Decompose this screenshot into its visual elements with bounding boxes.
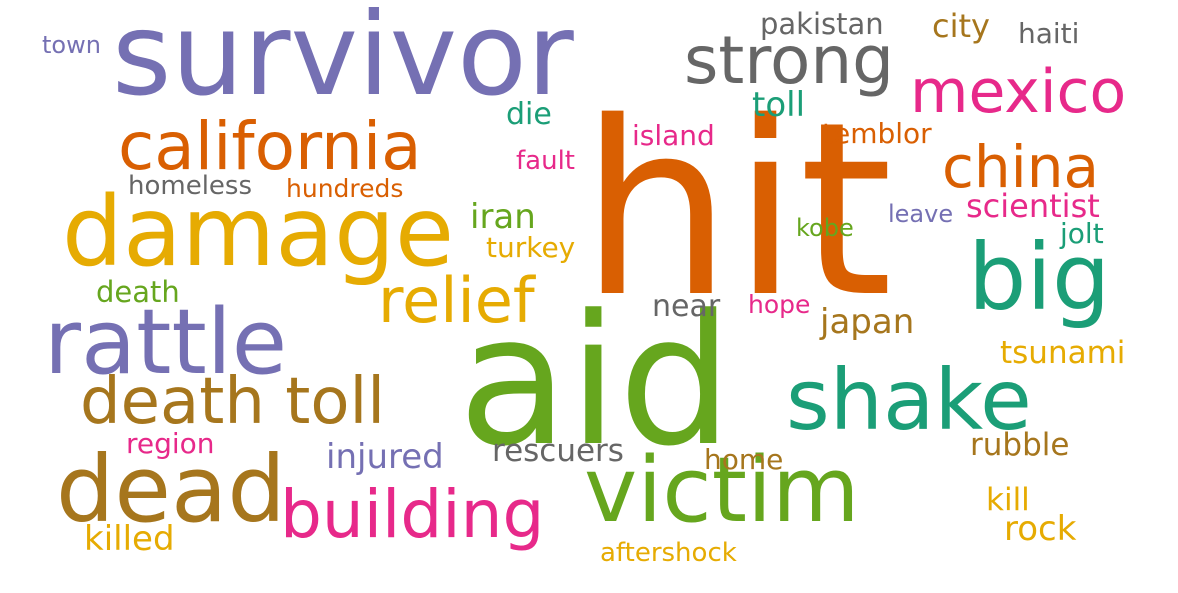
word-killed: killed: [84, 519, 175, 559]
word-japan: japan: [820, 302, 915, 342]
word-turkey: turkey: [486, 231, 576, 264]
word-region: region: [126, 427, 215, 460]
word-survivor: survivor: [112, 0, 574, 121]
word-rock: rock: [1004, 509, 1077, 549]
word-strong: strong: [684, 22, 895, 99]
word-dead: dead: [56, 436, 286, 543]
word-tsunami: tsunami: [1000, 335, 1126, 371]
word-big: big: [968, 224, 1111, 331]
word-near: near: [652, 289, 721, 324]
word-aid: aid: [458, 277, 733, 486]
word-relief: relief: [378, 264, 535, 337]
word-rattle: rattle: [44, 290, 288, 395]
word-temblor: temblor: [822, 117, 932, 150]
word-town: town: [42, 31, 101, 59]
word-kobe: kobe: [796, 214, 854, 242]
word-die: die: [506, 97, 552, 132]
word-shake: shake: [786, 351, 1032, 449]
word-aftershock: aftershock: [600, 538, 737, 568]
word-victim: victim: [584, 438, 860, 543]
word-hundreds: hundreds: [286, 174, 404, 203]
word-home: home: [704, 443, 784, 476]
word-kill: kill: [986, 482, 1030, 518]
word-china: china: [942, 133, 1100, 201]
word-jolt: jolt: [1060, 217, 1104, 250]
word-city: city: [932, 7, 990, 45]
word-pakistan: pakistan: [760, 7, 884, 41]
word-death-toll: death toll: [80, 365, 386, 439]
word-haiti: haiti: [1018, 17, 1080, 50]
word-damage: damage: [62, 176, 455, 288]
word-rescuers: rescuers: [492, 433, 624, 469]
word-iran: iran: [470, 197, 536, 237]
word-leave: leave: [888, 200, 954, 228]
word-toll: toll: [752, 85, 806, 125]
word-hope: hope: [748, 290, 811, 319]
word-death: death: [96, 275, 180, 309]
word-building: building: [280, 476, 545, 553]
word-fault: fault: [516, 146, 575, 176]
word-injured: injured: [326, 437, 444, 477]
word-california: california: [118, 108, 422, 185]
word-mexico: mexico: [910, 57, 1127, 127]
word-island: island: [632, 119, 715, 152]
word-scientist: scientist: [966, 187, 1100, 225]
word-homeless: homeless: [128, 171, 253, 201]
word-rubble: rubble: [970, 427, 1070, 463]
word-hit: hit: [580, 70, 893, 350]
